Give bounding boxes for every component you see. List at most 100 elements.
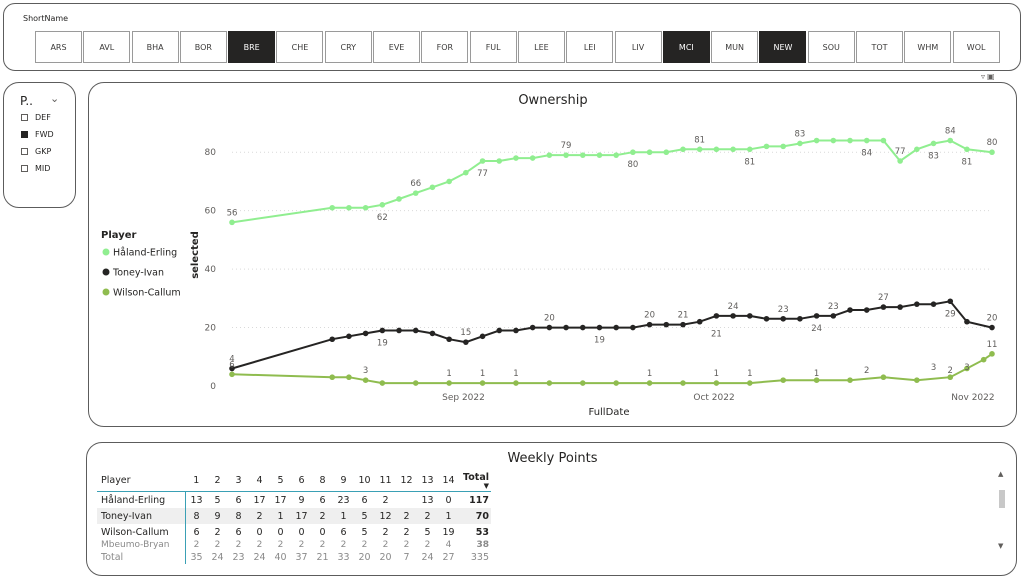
player-cell: Mbeumo-Bryan bbox=[97, 540, 186, 550]
y-tick-label: 40 bbox=[205, 265, 217, 275]
team-button-lei[interactable]: LEI bbox=[566, 31, 614, 63]
data-point bbox=[713, 313, 720, 319]
position-option-mid[interactable]: MID bbox=[21, 164, 50, 173]
team-button-eve[interactable]: EVE bbox=[373, 31, 421, 63]
checkbox[interactable] bbox=[21, 148, 28, 155]
chevron-down-icon[interactable]: ⌄ bbox=[50, 92, 60, 105]
team-button-whm[interactable]: WHM bbox=[904, 31, 952, 63]
table-row[interactable]: Mbeumo-Bryan 2 2 2 2 2 2 2 2 2 2 2 2 4 38 bbox=[97, 540, 491, 550]
checkbox[interactable] bbox=[21, 131, 28, 138]
team-button-bre[interactable]: BRE bbox=[228, 31, 276, 63]
position-filter-header[interactable]: P.. bbox=[20, 94, 33, 108]
data-point bbox=[646, 380, 653, 386]
scroll-up-icon[interactable]: ▲ bbox=[998, 470, 1004, 478]
totals-cell: 37 bbox=[295, 551, 308, 563]
points-cell: 9 bbox=[207, 508, 228, 524]
team-button-tot[interactable]: TOT bbox=[856, 31, 904, 63]
position-option-gkp[interactable]: GKP bbox=[21, 147, 51, 156]
team-button-che[interactable]: CHE bbox=[276, 31, 324, 63]
data-point bbox=[346, 204, 352, 211]
week-header: 8 bbox=[312, 469, 333, 492]
data-point bbox=[630, 149, 636, 156]
team-button-sou[interactable]: SOU bbox=[807, 31, 855, 63]
points-cell: 2 bbox=[340, 540, 347, 550]
data-label: 15 bbox=[460, 328, 471, 338]
data-point bbox=[479, 333, 486, 340]
table-row[interactable]: Toney-Ivan 8 9 8 2 1 17 2 1 5 12 2 2 1 70 bbox=[97, 508, 491, 524]
data-point bbox=[412, 190, 419, 196]
data-point bbox=[763, 315, 770, 322]
points-cell: 4 bbox=[445, 540, 452, 550]
points-cell: 2 bbox=[298, 540, 305, 550]
legend-item-label: Toney-Ivan bbox=[112, 268, 164, 279]
team-button-new[interactable]: NEW bbox=[759, 31, 807, 63]
data-label: 83 bbox=[928, 151, 939, 161]
checkbox[interactable] bbox=[21, 114, 28, 121]
data-point bbox=[646, 149, 653, 156]
team-button-wol[interactable]: WOL bbox=[952, 31, 1000, 63]
totals-cell: 21 bbox=[316, 551, 329, 563]
points-cell: 12 bbox=[375, 508, 396, 524]
data-point bbox=[830, 137, 837, 144]
week-header: 4 bbox=[249, 469, 270, 492]
data-point bbox=[463, 339, 469, 345]
points-cell: 2 bbox=[214, 526, 221, 538]
data-point bbox=[713, 380, 720, 386]
position-option-def[interactable]: DEF bbox=[21, 113, 51, 122]
totals-cell: 33 bbox=[337, 551, 350, 563]
data-point bbox=[613, 380, 619, 386]
data-label: 2 bbox=[864, 366, 869, 376]
filter-icon[interactable]: ▿ bbox=[981, 72, 988, 81]
data-point bbox=[596, 324, 603, 331]
data-label: 1 bbox=[480, 369, 485, 379]
team-button-ful[interactable]: FUL bbox=[469, 31, 517, 63]
checkbox[interactable] bbox=[21, 165, 28, 172]
points-cell: 23 bbox=[337, 494, 350, 506]
data-point bbox=[229, 219, 235, 226]
x-axis-title: FullDate bbox=[588, 407, 629, 418]
data-label: 1 bbox=[814, 369, 819, 379]
data-label: 19 bbox=[377, 338, 388, 348]
team-button-for[interactable]: FOR bbox=[421, 31, 469, 63]
team-button-bor[interactable]: BOR bbox=[179, 31, 227, 63]
totals-cell: 20 bbox=[358, 551, 371, 563]
week-header: 13 bbox=[417, 469, 438, 492]
data-point bbox=[663, 321, 670, 328]
data-label: 21 bbox=[678, 311, 689, 321]
data-point bbox=[379, 202, 386, 208]
team-button-liv[interactable]: LIV bbox=[614, 31, 662, 63]
data-point bbox=[579, 324, 586, 331]
data-point bbox=[412, 327, 419, 334]
table-row[interactable]: Wilson-Callum 6 2 6 0 0 0 0 6 5 2 2 5 19 53 bbox=[97, 524, 491, 540]
scroll-thumb[interactable] bbox=[999, 490, 1005, 508]
table-scrollbar[interactable]: ▲ ▼ bbox=[998, 470, 1006, 554]
y-axis-title: selected bbox=[190, 231, 201, 279]
totals-cell: 27 bbox=[442, 551, 455, 563]
table-row[interactable]: Håland-Erling 13 5 6 17 17 9 6 23 6 2 13 0 117 bbox=[97, 491, 491, 508]
total-header[interactable]: Total ▼ bbox=[459, 469, 491, 492]
data-label: 21 bbox=[711, 330, 722, 340]
data-point bbox=[362, 377, 369, 383]
data-point bbox=[529, 155, 536, 161]
position-option-fwd[interactable]: FWD bbox=[21, 130, 54, 139]
team-button-mun[interactable]: MUN bbox=[711, 31, 759, 63]
data-label: 66 bbox=[410, 179, 421, 189]
team-button-ars[interactable]: ARS bbox=[35, 31, 82, 63]
legend-marker bbox=[102, 248, 110, 256]
data-label: 20 bbox=[644, 311, 655, 321]
team-button-mci[interactable]: MCI bbox=[662, 31, 710, 63]
sort-descending-icon[interactable]: ▼ bbox=[483, 481, 489, 490]
position-filter: P.. ⌄ DEF FWD GKP MID bbox=[3, 82, 76, 208]
data-point bbox=[897, 158, 903, 164]
focus-mode-icon[interactable]: ▣ bbox=[987, 72, 997, 81]
team-button-cry[interactable]: CRY bbox=[324, 31, 372, 63]
scroll-down-icon[interactable]: ▼ bbox=[998, 542, 1004, 550]
data-point bbox=[680, 321, 686, 328]
team-button-lee[interactable]: LEE bbox=[517, 31, 565, 63]
y-tick-label: 60 bbox=[205, 207, 217, 217]
team-button-bha[interactable]: BHA bbox=[131, 31, 179, 63]
team-button-avl[interactable]: AVL bbox=[83, 31, 131, 63]
points-cell: 6 bbox=[193, 526, 200, 538]
points-cell: 2 bbox=[249, 508, 270, 524]
data-point bbox=[947, 298, 954, 305]
